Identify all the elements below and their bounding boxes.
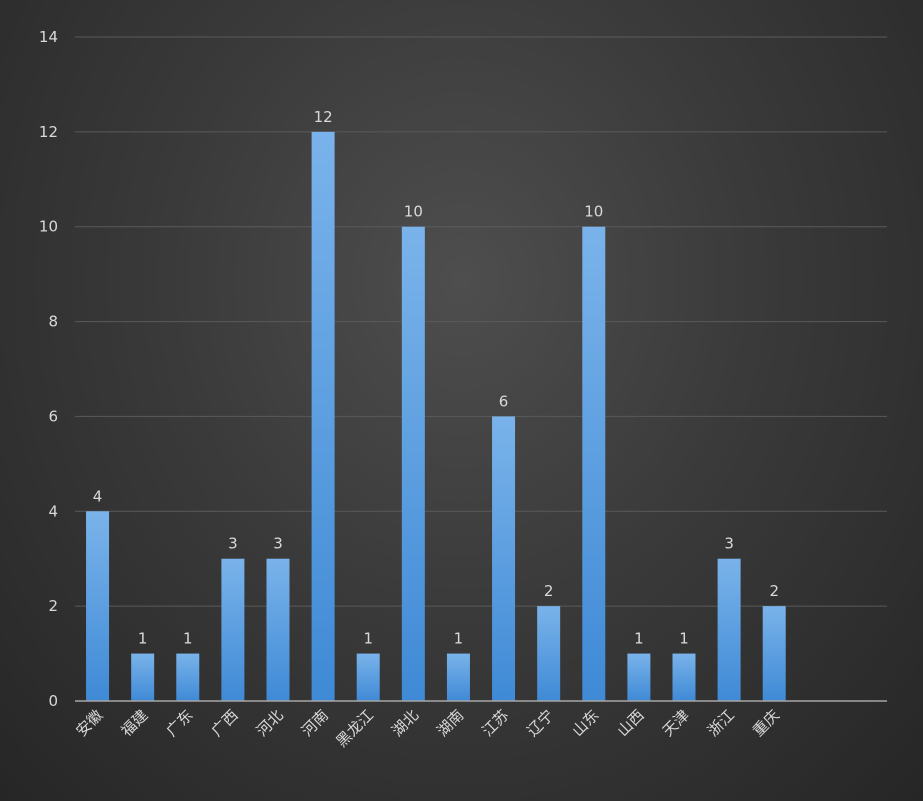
- data-label: 2: [769, 582, 779, 600]
- bar: [176, 653, 200, 701]
- y-tick-label: 4: [48, 502, 58, 520]
- x-category-label: 广西: [208, 706, 242, 740]
- gridlines: [75, 36, 887, 607]
- bar: [401, 226, 425, 701]
- y-tick-label: 0: [48, 692, 58, 710]
- x-category-label: 重庆: [749, 706, 783, 740]
- bar: [86, 511, 110, 701]
- y-tick-label: 12: [39, 123, 58, 141]
- bar: [492, 416, 516, 701]
- x-category-label: 安徽: [72, 706, 106, 740]
- bar: [131, 653, 155, 701]
- data-label: 1: [183, 630, 193, 648]
- y-tick-label: 8: [48, 313, 58, 331]
- x-category-label: 山东: [569, 706, 603, 740]
- bar: [311, 131, 335, 701]
- y-axis-ticks: 0 2 4 6 8 10 12 14: [39, 28, 58, 710]
- bar: [356, 653, 380, 701]
- y-tick-label: 6: [48, 407, 58, 425]
- data-label: 10: [404, 203, 423, 221]
- data-label: 1: [454, 630, 464, 648]
- data-label: 4: [93, 487, 103, 505]
- data-label: 1: [363, 630, 373, 648]
- x-category-label: 河南: [298, 706, 332, 740]
- x-axis-labels: 安徽 福建 广东 广西 河北 河南 黑龙江 湖北 湖南 江苏 辽宁 山东 山西 天津 浙江 重庆: [72, 706, 783, 751]
- data-labels: 4 1 1 3 3 12 1 10 1 6 2 10 1 1 3 2: [93, 108, 779, 648]
- data-label: 6: [499, 392, 509, 410]
- bar: [446, 653, 470, 701]
- x-category-label: 江苏: [478, 706, 512, 740]
- y-tick-label: 2: [48, 597, 58, 615]
- data-label: 10: [584, 203, 603, 221]
- x-category-label: 天津: [659, 706, 693, 740]
- bar: [582, 226, 606, 701]
- bar: [627, 653, 651, 701]
- bar: [221, 558, 245, 701]
- bars: [86, 131, 786, 701]
- y-tick-label: 10: [39, 218, 58, 236]
- data-label: 1: [634, 630, 644, 648]
- bar: [266, 558, 290, 701]
- bar: [672, 653, 696, 701]
- x-category-label: 黑龙江: [332, 706, 377, 751]
- x-category-label: 福建: [118, 706, 152, 740]
- data-label: 2: [544, 582, 554, 600]
- bar: [762, 606, 786, 701]
- data-label: 12: [314, 108, 333, 126]
- x-category-label: 辽宁: [524, 706, 558, 740]
- x-category-label: 广东: [163, 706, 197, 740]
- data-label: 3: [724, 535, 734, 553]
- x-category-label: 湖南: [433, 706, 467, 740]
- x-category-label: 山西: [614, 706, 648, 740]
- bar: [717, 558, 741, 701]
- data-label: 3: [228, 535, 238, 553]
- data-label: 3: [273, 535, 283, 553]
- x-category-label: 湖北: [388, 706, 422, 740]
- data-label: 1: [679, 630, 689, 648]
- x-category-label: 河北: [253, 706, 287, 740]
- data-label: 1: [138, 630, 148, 648]
- bar: [537, 606, 561, 701]
- x-category-label: 浙江: [704, 706, 738, 740]
- y-tick-label: 14: [39, 28, 58, 46]
